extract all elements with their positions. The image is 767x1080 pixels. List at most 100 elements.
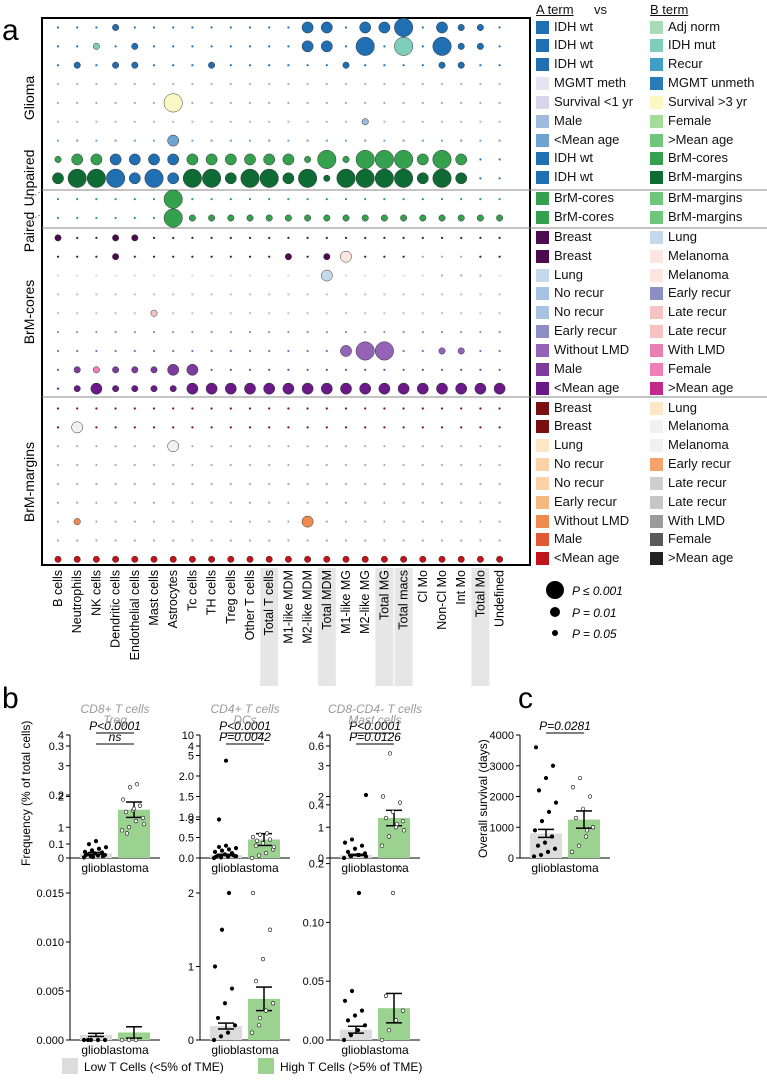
data-point <box>250 834 256 840</box>
bubble <box>95 101 98 104</box>
data-point <box>213 854 219 859</box>
b-term-header: B term <box>650 2 689 17</box>
term-legend-row: IDH wt BrM-cores <box>536 150 767 168</box>
bubble <box>383 255 386 258</box>
bubble <box>224 382 237 395</box>
y-tick-label: 0 <box>318 853 324 865</box>
bubble <box>383 501 386 504</box>
bubble <box>438 214 446 222</box>
bubble <box>268 349 271 353</box>
a-term-swatch <box>536 325 549 339</box>
bubble <box>421 120 424 123</box>
term-legend-row: No recur Early recur <box>536 456 767 474</box>
bubble <box>479 64 482 67</box>
bubble <box>460 539 463 542</box>
group-bracket <box>27 191 41 199</box>
bubble <box>498 158 501 161</box>
bubble <box>421 139 424 142</box>
b-term-swatch <box>650 420 663 434</box>
bubble <box>95 120 98 123</box>
data-point <box>83 852 89 858</box>
a-term-swatch <box>536 171 549 185</box>
data-point <box>393 1018 399 1023</box>
bubble <box>460 368 463 371</box>
bubble <box>133 349 136 353</box>
bubble <box>460 312 463 315</box>
y-tick-label: 2000 <box>490 792 514 804</box>
bubble <box>325 368 328 371</box>
bubble <box>114 82 117 86</box>
bubble <box>95 312 98 315</box>
legend-low-label: Low T Cells (<5% of TME) <box>84 1060 224 1074</box>
bubble <box>131 61 139 69</box>
x-label: glioblastoma <box>211 861 279 875</box>
data-point <box>533 745 539 750</box>
bubble <box>460 120 463 123</box>
bubble <box>287 539 290 542</box>
bubble <box>306 331 309 334</box>
bubble <box>248 445 252 448</box>
bubble <box>172 520 175 523</box>
data-point <box>211 1037 217 1043</box>
data-point <box>577 775 583 781</box>
bubble <box>287 120 290 123</box>
bubble <box>344 407 348 410</box>
bubble <box>71 153 84 166</box>
bubble <box>383 463 386 467</box>
bubble <box>56 274 60 277</box>
bubble <box>248 520 252 523</box>
b-term-swatch <box>650 268 663 282</box>
data-point <box>85 1037 91 1043</box>
b-term-label: BrM-margins <box>668 190 743 206</box>
bubble <box>152 198 156 201</box>
bubble <box>56 349 60 353</box>
bubble <box>421 312 424 315</box>
b-term-label: Melanoma <box>668 266 729 282</box>
bubble <box>95 331 98 334</box>
shaded-columns <box>260 568 490 686</box>
term-legend-row: Without LMD With LMD <box>536 342 767 360</box>
bubble <box>248 539 252 542</box>
bubble <box>229 101 232 104</box>
bubble <box>374 168 394 188</box>
bubble <box>76 45 79 48</box>
a-term-label: Lung <box>554 266 583 282</box>
bubble <box>186 382 199 395</box>
bubble <box>229 331 232 334</box>
bubble <box>301 21 314 34</box>
data-point <box>573 815 579 821</box>
shaded-column-label-bg <box>317 568 336 686</box>
term-legend-row: Early recur Late recur <box>536 323 767 341</box>
bubble <box>172 312 175 315</box>
bubble <box>440 501 444 504</box>
bubble <box>284 253 292 261</box>
bubble <box>248 139 252 142</box>
bubble <box>383 198 386 201</box>
data-point <box>583 834 589 839</box>
bubble <box>364 312 367 315</box>
bubble <box>152 407 156 410</box>
bubble <box>364 520 367 523</box>
bubble <box>191 255 194 258</box>
bubble <box>172 407 175 410</box>
bubble <box>287 139 290 142</box>
bubble <box>240 168 260 188</box>
a-term-label: BrM-cores <box>554 190 614 206</box>
bubble <box>479 407 482 410</box>
bubble <box>479 255 482 258</box>
data-point <box>219 927 225 932</box>
bubble <box>191 120 194 123</box>
y-tick-label: 5 <box>188 751 194 763</box>
bubble <box>460 101 463 104</box>
a-term-swatch <box>536 439 549 453</box>
bubble <box>191 349 194 353</box>
bar-chart: 0 1 2 3 4 P<0.0001 CD8-CD4- T cells glioblastom… <box>318 702 422 875</box>
bubble <box>402 120 405 123</box>
term-legend-row: IDH wt Adj norm <box>536 19 767 37</box>
bubble <box>383 45 386 48</box>
bubble <box>421 236 424 239</box>
data-point <box>223 758 229 763</box>
bubble <box>268 120 271 123</box>
bubble <box>432 150 452 169</box>
bubble <box>340 345 352 357</box>
